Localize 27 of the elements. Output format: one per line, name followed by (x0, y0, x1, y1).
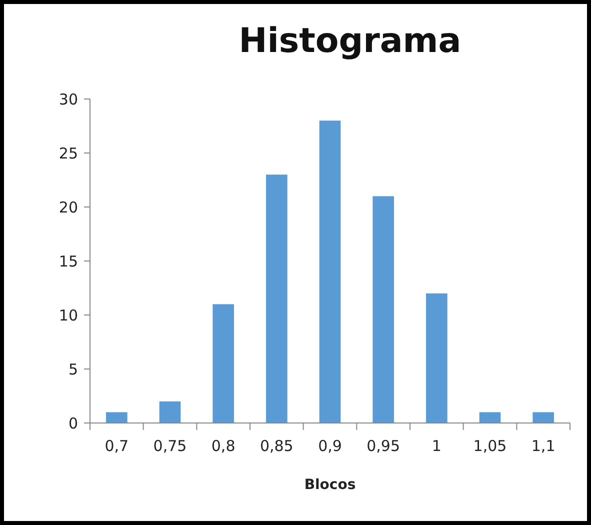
y-tick-label: 30 (58, 90, 78, 108)
chart-title: Histograma (238, 21, 462, 61)
y-tick-label: 25 (58, 144, 78, 162)
bar (106, 412, 128, 423)
bar (212, 304, 234, 423)
bar (532, 412, 554, 423)
bar (426, 293, 448, 423)
x-tick-label: 0,95 (366, 437, 400, 455)
y-tick-label: 15 (58, 252, 78, 270)
x-axis-title: Blocos (304, 477, 356, 493)
x-tick-label: 0,7 (104, 437, 129, 455)
x-tick-label: 0,9 (318, 437, 342, 455)
bar (479, 412, 501, 423)
y-tick-label: 0 (68, 414, 78, 432)
x-tick-label: 1 (432, 437, 442, 455)
bar (319, 120, 341, 423)
bar (159, 401, 181, 423)
y-tick-label: 10 (58, 306, 78, 324)
x-tick-label: 0,75 (153, 437, 187, 455)
x-tick-label: 1,1 (531, 437, 556, 455)
x-tick-label: 0,85 (260, 437, 294, 455)
x-tick-label: 1,05 (473, 437, 507, 455)
x-tick-label: 0,8 (211, 437, 236, 455)
bar (266, 174, 288, 423)
y-tick-label: 5 (68, 360, 78, 378)
bar (372, 196, 394, 423)
y-tick-label: 20 (58, 198, 78, 216)
